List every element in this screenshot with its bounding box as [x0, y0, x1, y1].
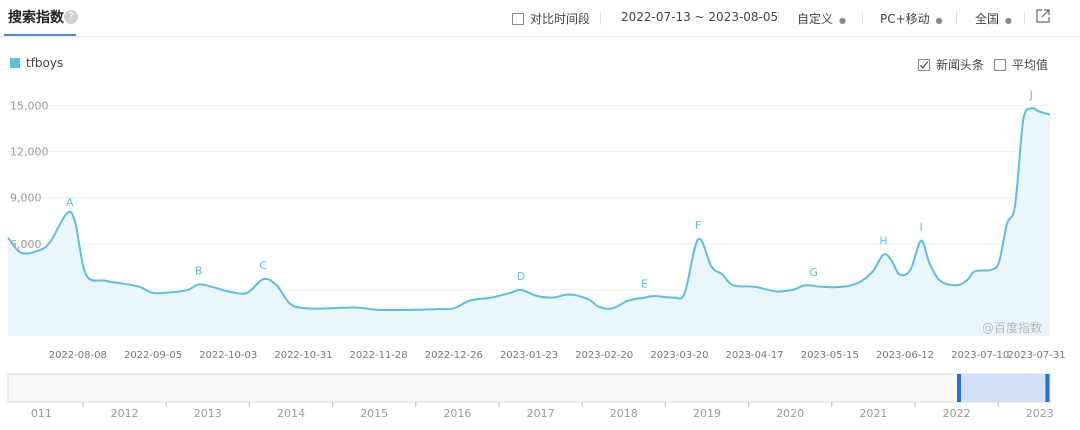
y-tick-label: 15,000 [10, 99, 49, 112]
divider [600, 11, 601, 25]
average-checkbox[interactable] [994, 59, 1006, 71]
news-toggle[interactable]: 新闻头条 [918, 56, 984, 73]
overview-handle-left[interactable] [956, 374, 961, 402]
x-tick-label: 2023-07-10 [951, 350, 1009, 361]
overview-year-label: 2020 [776, 407, 804, 420]
x-tick-label: 2022-10-31 [274, 350, 332, 361]
annotation-e: E [641, 278, 648, 291]
overview-selection [958, 374, 1048, 402]
news-label: 新闻头条 [936, 58, 985, 72]
overview-year-label: 2017 [527, 407, 555, 420]
x-tick-label: 2023-07-31 [1008, 350, 1066, 361]
compare-checkbox[interactable] [512, 13, 524, 25]
annotation-a: A [66, 196, 74, 209]
x-tick-label: 2022-12-26 [425, 350, 483, 361]
series-area-tfboys [8, 108, 1050, 337]
divider [1024, 11, 1025, 25]
y-tick-label: 12,000 [10, 146, 49, 159]
date-range-picker[interactable]: 2022-07-13 ~ 2023-08-05 [621, 10, 779, 24]
annotation-g: G [809, 266, 818, 279]
custom-range-label: 自定义 [797, 12, 834, 26]
overview-year-label: 011 [31, 407, 52, 420]
caret-down-icon: ● [935, 16, 943, 25]
x-tick-label: 2023-05-15 [801, 350, 859, 361]
overview-year-label: 2022 [943, 407, 971, 420]
x-tick-label: 2022-09-05 [124, 350, 182, 361]
news-checkbox[interactable] [918, 59, 930, 71]
watermark: @百度指数 [982, 320, 1042, 335]
region-label: 全国 [975, 12, 1000, 26]
tab-underline [4, 34, 76, 36]
y-tick-label: 9,000 [10, 192, 42, 205]
x-tick-label: 2023-03-20 [650, 350, 708, 361]
average-label: 平均值 [1012, 58, 1049, 72]
y-tick-label: 6,000 [10, 238, 42, 251]
series-line-tfboys [7, 107, 1051, 312]
x-tick-label: 2022-08-08 [49, 350, 107, 361]
average-toggle[interactable]: 平均值 [994, 56, 1048, 73]
compare-label: 对比时间段 [530, 12, 591, 26]
custom-range-dropdown[interactable]: 自定义 ● [797, 10, 846, 27]
header-divider [0, 36, 1080, 37]
toolbar: 搜索指数 ? 对比时间段 2022-07-13 ~ 2023-08-05 自定义… [0, 0, 1080, 38]
annotation-i: I [919, 221, 922, 234]
help-icon[interactable]: ? [64, 10, 78, 24]
region-dropdown[interactable]: 全国 ● [975, 10, 1012, 27]
annotation-c: C [259, 259, 267, 272]
x-tick-label: 2023-01-23 [500, 350, 558, 361]
divider [862, 11, 863, 25]
x-tick-label: 2023-02-20 [575, 350, 633, 361]
x-tick-label: 2022-10-03 [199, 350, 257, 361]
caret-down-icon: ● [1005, 16, 1012, 25]
device-dropdown[interactable]: PC+移动 ● [880, 10, 943, 27]
caret-down-icon: ● [839, 16, 846, 25]
export-icon[interactable] [1036, 9, 1050, 23]
x-tick-label: 2023-04-17 [726, 350, 784, 361]
annotation-f: F [695, 219, 701, 232]
y-tick-label: 3,000 [10, 284, 42, 297]
annotation-b: B [195, 264, 203, 277]
overview-year-label: 2015 [360, 407, 388, 420]
annotation-j: J [1029, 88, 1033, 101]
chart-legend: tfboys [10, 56, 63, 70]
divider [778, 11, 779, 25]
x-tick-label: 2022-11-28 [350, 350, 408, 361]
legend-label: tfboys [26, 56, 64, 70]
compare-period-toggle[interactable]: 对比时间段 [512, 10, 590, 27]
overview-year-label: 2023 [1026, 407, 1054, 420]
overview-year-label: 2012 [111, 407, 139, 420]
overview-year-label: 2021 [859, 407, 887, 420]
overview-year-label: 2013 [194, 407, 222, 420]
overview-year-label: 2019 [693, 407, 721, 420]
x-tick-label: 2023-06-12 [876, 350, 934, 361]
overview-track [7, 373, 1051, 403]
legend-swatch [10, 58, 20, 68]
device-label: PC+移动 [880, 12, 930, 26]
annotation-d: D [517, 270, 525, 283]
page-title: 搜索指数 [8, 10, 64, 26]
overview-year-label: 2018 [610, 407, 638, 420]
overview-year-label: 2016 [443, 407, 471, 420]
overview-handle-right[interactable] [1045, 374, 1050, 402]
overview-year-label: 2014 [277, 407, 305, 420]
divider [956, 11, 957, 25]
annotation-h: H [879, 235, 887, 248]
